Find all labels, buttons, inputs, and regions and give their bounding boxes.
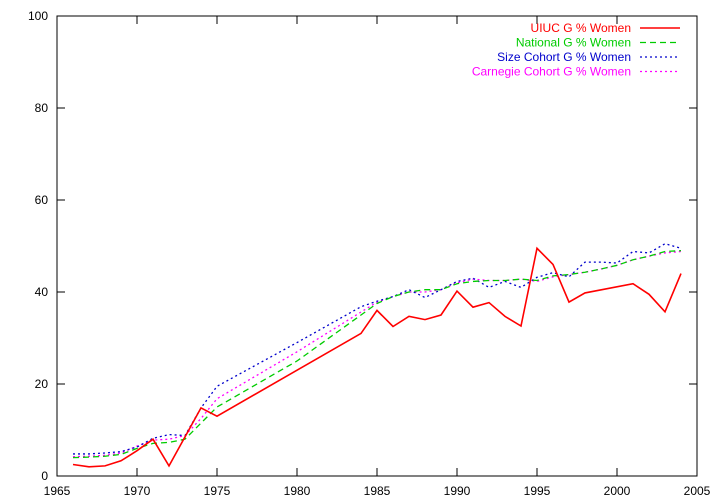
x-tick-label: 1995 [524, 484, 551, 498]
ticks-layer: 1965 1970 1975 1980 1985 1990 1995 2000 2005 0 20 4… [28, 9, 711, 498]
x-tick-label: 1965 [44, 484, 71, 498]
series-line-2 [73, 242, 682, 455]
x-tick-label: 2005 [684, 484, 711, 498]
y-tick-label: 80 [35, 101, 49, 115]
x-tick-label: 2000 [604, 484, 631, 498]
plot-frame [56, 15, 698, 477]
y-tick-label: 20 [35, 377, 49, 391]
legend-label: Carnegie Cohort G % Women [472, 65, 631, 79]
x-tick-label: 1980 [284, 484, 311, 498]
series-line-1 [72, 249, 682, 459]
x-tick-label: 1975 [204, 484, 231, 498]
x-tick-label: 1990 [444, 484, 471, 498]
legend-label: Size Cohort G % Women [497, 50, 631, 64]
legend-label: UIUC G % Women [531, 21, 631, 35]
series-layer [72, 242, 682, 468]
series-line-3 [72, 250, 682, 458]
y-tick-label: 100 [28, 9, 48, 23]
legend-label: National G % Women [516, 36, 631, 50]
y-tick-label: 0 [41, 469, 48, 483]
x-tick-label: 1970 [124, 484, 151, 498]
x-tick-label: 1985 [364, 484, 391, 498]
y-tick-label: 60 [35, 193, 49, 207]
y-tick-label: 40 [35, 285, 49, 299]
series-line-0 [72, 246, 682, 468]
